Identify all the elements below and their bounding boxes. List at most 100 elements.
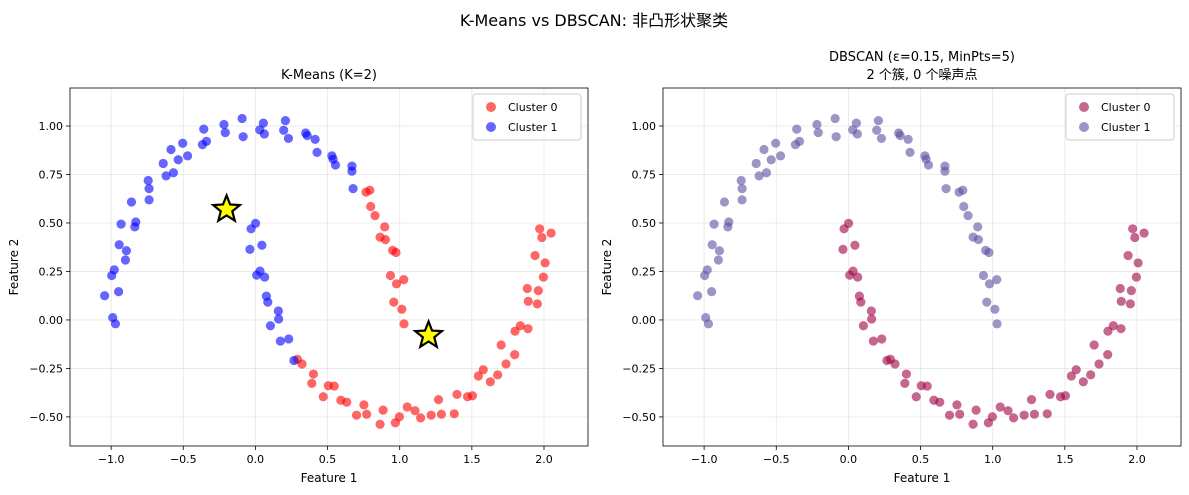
scatter-point-cluster-0 [501, 359, 511, 369]
scatter-point-cluster-1 [252, 270, 262, 280]
scatter-point-cluster-0 [380, 235, 391, 245]
scatter-point-cluster-0 [911, 392, 921, 402]
scatter-point-cluster-0 [433, 395, 444, 405]
legend-label: Cluster 0 [1101, 101, 1151, 114]
scatter-point-cluster-1 [812, 119, 822, 130]
scatter-point-cluster-1 [197, 140, 208, 150]
x-tick-label: 1.5 [1056, 453, 1074, 466]
scatter-point-cluster-1 [260, 272, 270, 282]
scatter-point-cluster-0 [922, 381, 932, 391]
y-axis-label: Feature 2 [600, 239, 614, 296]
y-tick-label: 1.00 [632, 120, 657, 133]
scatter-point-cluster-1 [903, 134, 913, 144]
axes-frame [69, 87, 589, 447]
scatter-point-cluster-1 [255, 125, 265, 135]
x-tick-label: −0.5 [170, 453, 197, 466]
scatter-point-cluster-1 [144, 195, 154, 205]
x-tick-label: 0.5 [319, 453, 337, 466]
scatter-point-cluster-1 [219, 119, 229, 130]
scatter-point-cluster-1 [330, 160, 341, 170]
scatter-point-cluster-1 [830, 113, 840, 124]
centroid-star-marker [210, 192, 243, 224]
scatter-point-cluster-1 [274, 314, 284, 324]
panel-subtitle: 2 个簇, 0 个噪声点 [866, 68, 977, 83]
scatter-point-cluster-1 [759, 144, 769, 155]
scatter-point-cluster-1 [120, 255, 131, 265]
x-tick-label: 0.0 [840, 453, 858, 466]
scatter-point-cluster-1 [257, 240, 267, 250]
scatter-point-cluster-0 [533, 286, 543, 296]
scatter-point-cluster-0 [530, 250, 540, 261]
scatter-point-cluster-0 [462, 392, 473, 402]
scatter-point-cluster-1 [110, 319, 121, 329]
scatter-point-cluster-0 [318, 392, 328, 402]
legend-marker [1079, 122, 1089, 132]
legend-marker [486, 122, 496, 132]
scatter-point-cluster-0 [944, 410, 955, 420]
x-tick-label: −1.0 [691, 453, 718, 466]
scatter-point-cluster-0 [473, 371, 483, 381]
scatter-point-cluster-1 [258, 118, 268, 128]
scatter-point-cluster-0 [365, 185, 375, 195]
x-tick-label: 0.5 [912, 453, 930, 466]
scatter-point-cluster-0 [1045, 389, 1055, 400]
y-axis-label: Feature 2 [7, 239, 21, 296]
scatter-point-cluster-1 [109, 265, 119, 275]
scatter-point-cluster-1 [873, 115, 884, 126]
scatter-point-cluster-1 [714, 246, 725, 256]
scatter-point-cluster-0 [370, 211, 380, 221]
scatter-point-cluster-0 [971, 405, 981, 415]
scatter-point-cluster-1 [327, 151, 337, 161]
scatter-point-cluster-1 [310, 134, 320, 144]
scatter-point-cluster-0 [1116, 324, 1126, 334]
scatter-point-cluster-0 [496, 340, 506, 350]
scatter-point-cluster-0 [391, 247, 401, 258]
scatter-point-cluster-0 [868, 336, 878, 346]
scatter-point-cluster-0 [1026, 395, 1037, 405]
scatter-point-cluster-1 [273, 306, 283, 316]
scatter-point-cluster-1 [158, 158, 168, 169]
figure-suptitle: K-Means vs DBSCAN: 非凸形状聚类 [460, 11, 728, 30]
centroid-star-marker [412, 318, 445, 350]
scatter-point-cluster-1 [709, 219, 719, 229]
scatter-point-cluster-1 [121, 246, 132, 256]
scatter-point-cluster-0 [955, 409, 965, 419]
scatter-point-cluster-1 [775, 151, 786, 161]
scatter-point-cluster-1 [126, 197, 137, 207]
scatter-point-cluster-1 [736, 175, 746, 186]
scatter-point-cluster-1 [761, 168, 772, 178]
scatter-point-cluster-1 [973, 235, 984, 245]
scatter-point-cluster-1 [693, 291, 703, 301]
scatter-point-cluster-1 [261, 291, 271, 301]
scatter-point-cluster-0 [854, 291, 864, 301]
x-tick-label: 1.0 [984, 453, 1002, 466]
scatter-point-cluster-0 [877, 334, 887, 344]
scatter-point-cluster-0 [1094, 359, 1104, 369]
x-tick-label: −1.0 [98, 453, 125, 466]
scatter-point-cluster-0 [968, 419, 978, 429]
scatter-point-cluster-1 [990, 304, 1000, 314]
y-tick-label: −0.50 [29, 411, 63, 424]
scatter-point-cluster-1 [992, 319, 1002, 329]
scatter-point-cluster-0 [1139, 228, 1149, 238]
scatter-point-cluster-0 [493, 370, 503, 380]
scatter-point-cluster-1 [895, 130, 905, 141]
scatter-point-cluster-0 [380, 222, 390, 232]
scatter-point-cluster-1 [199, 124, 209, 134]
scatter-point-cluster-0 [366, 201, 376, 212]
scatter-point-cluster-0 [1071, 365, 1081, 375]
scatter-point-cluster-1 [771, 138, 781, 148]
scatter-point-cluster-0 [359, 400, 369, 410]
scatter-point-cluster-0 [535, 224, 545, 234]
scatter-point-cluster-1 [265, 321, 276, 331]
scatter-point-cluster-1 [161, 171, 171, 181]
scatter-point-cluster-0 [329, 381, 339, 391]
scatter-point-cluster-1 [100, 291, 110, 301]
legend: Cluster 0 Cluster 1 [1065, 93, 1175, 141]
scatter-point-cluster-1 [348, 184, 358, 194]
scatter-point-cluster-1 [751, 158, 761, 169]
scatter-point-cluster-1 [963, 211, 973, 221]
scatter-point-cluster-0 [523, 296, 533, 306]
scatter-point-cluster-1 [940, 166, 950, 176]
scatter-point-cluster-1 [168, 168, 179, 178]
